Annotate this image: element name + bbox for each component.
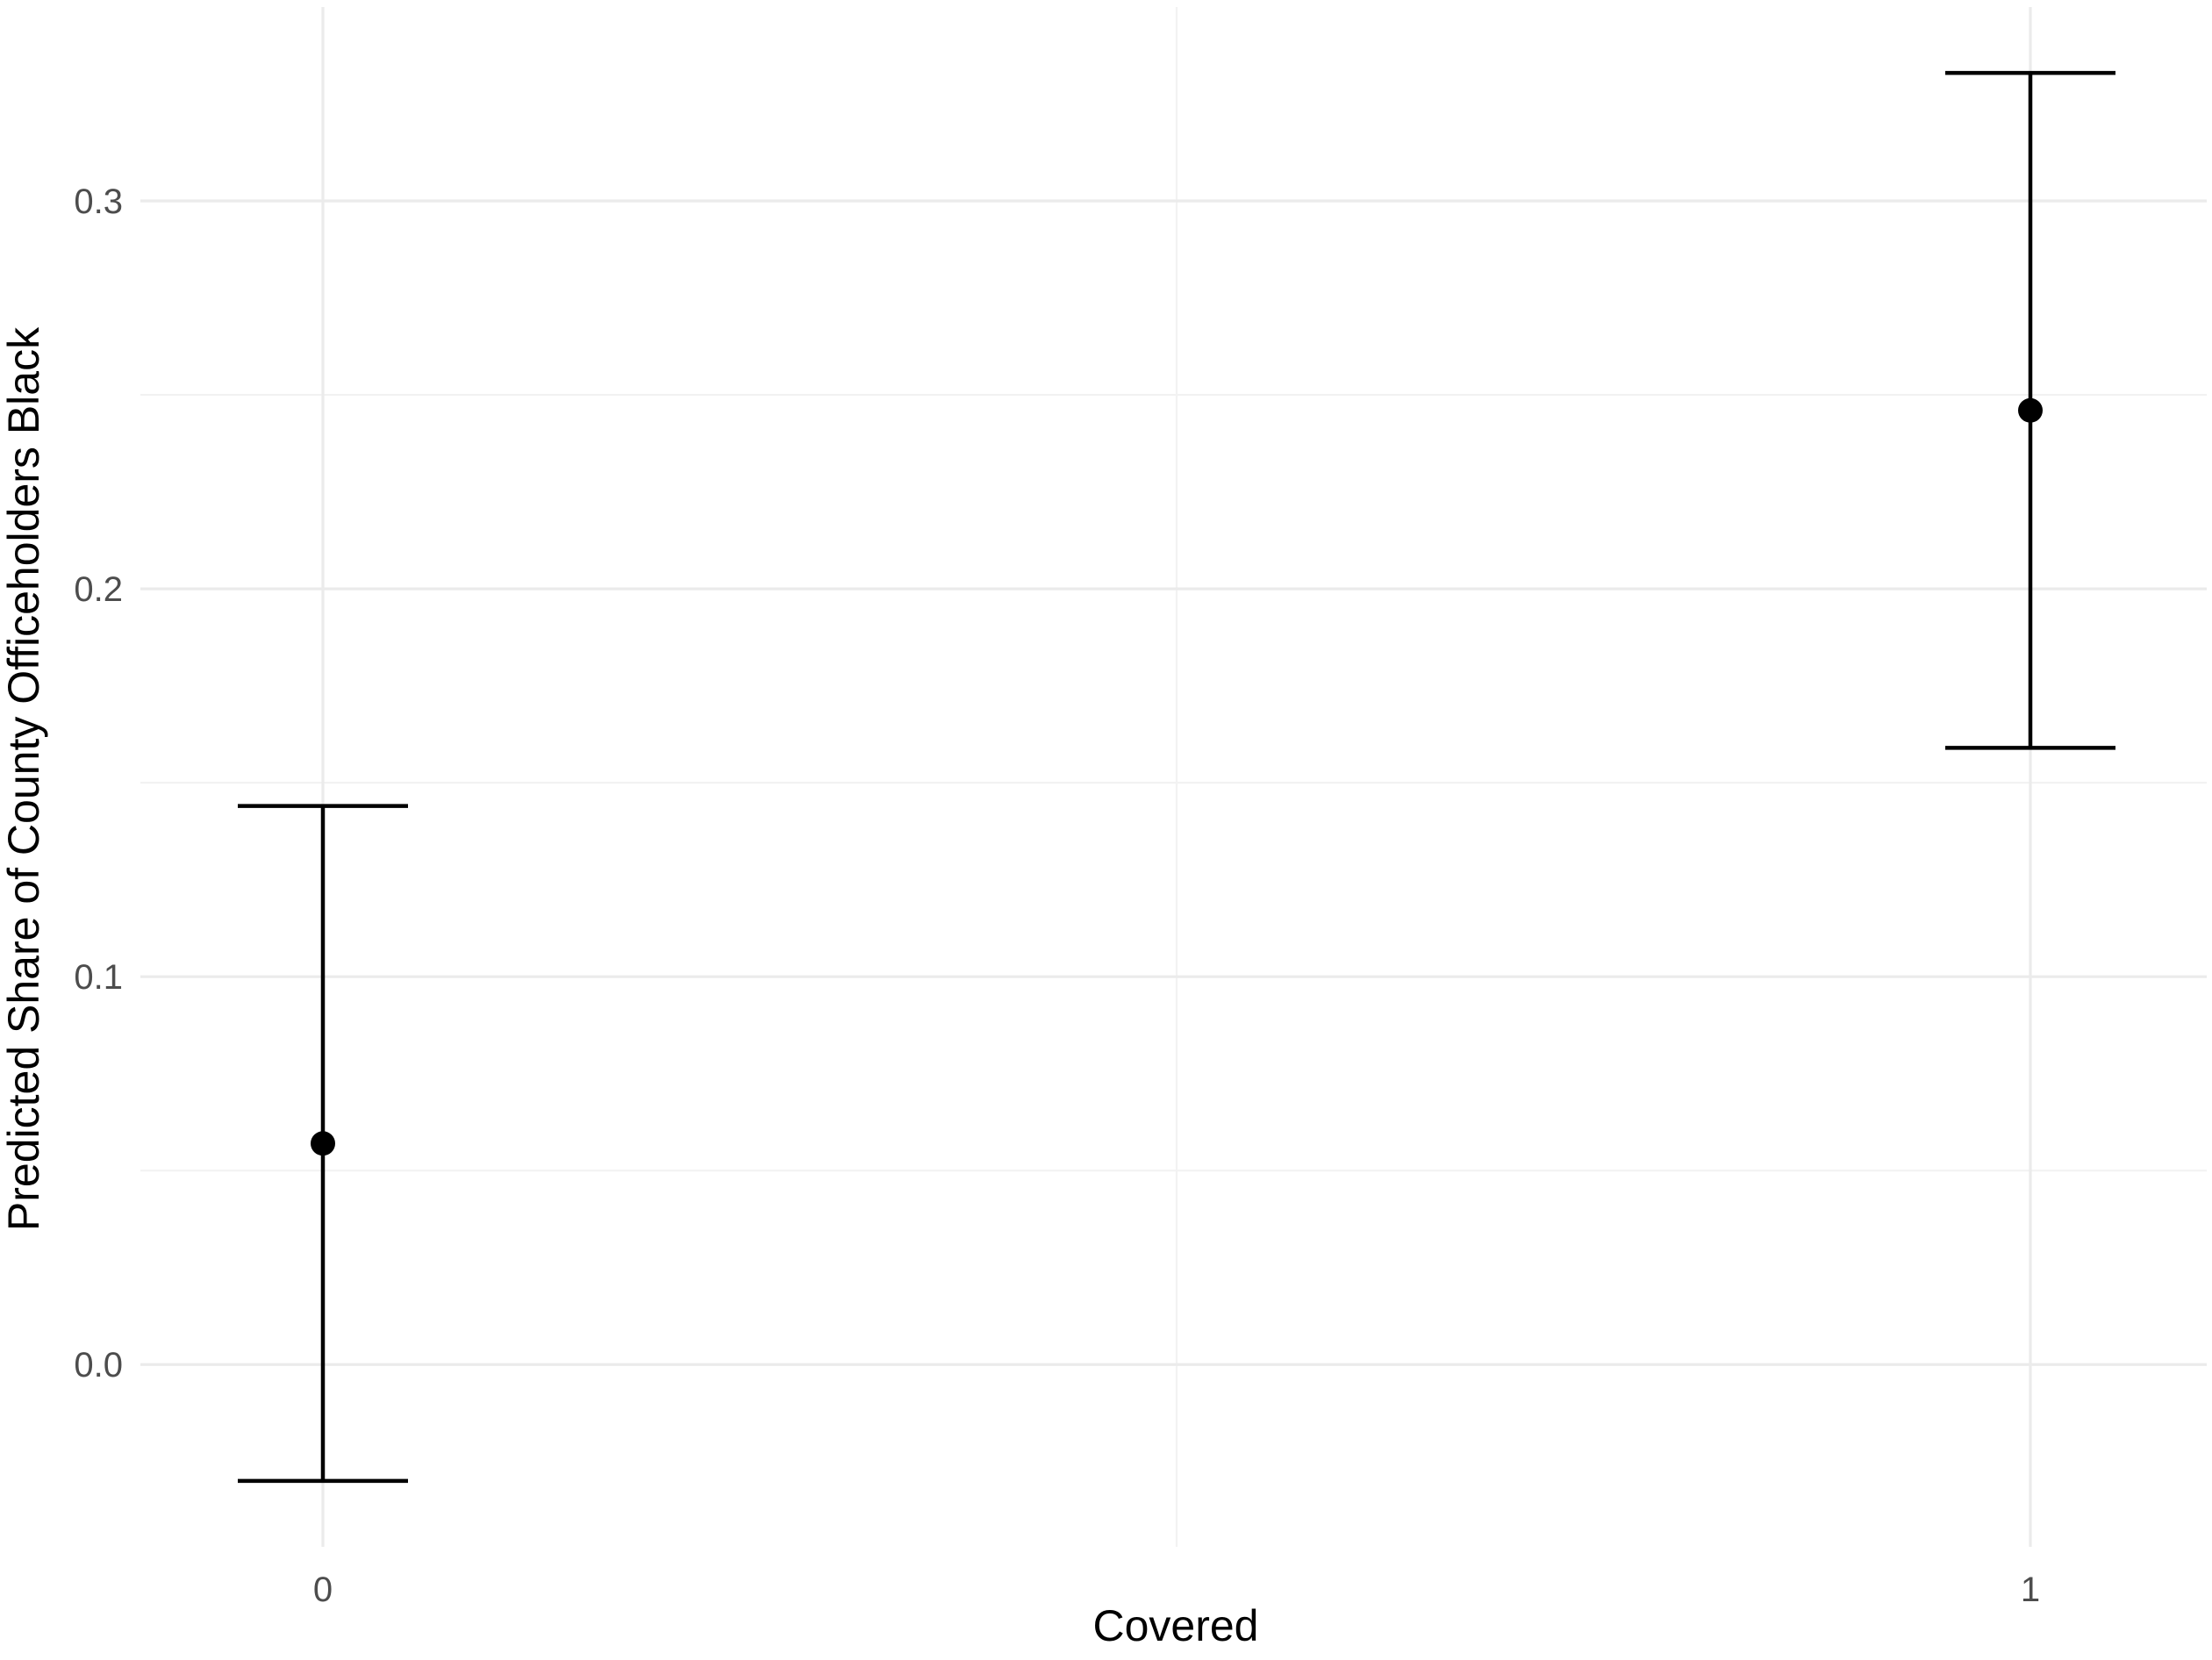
error-bar-group	[1945, 70, 2115, 750]
error-bars	[238, 70, 2115, 1484]
estimate-point	[2018, 397, 2043, 423]
estimate-point	[311, 1131, 335, 1156]
y-tick-label: 0.1	[74, 958, 123, 997]
x-tick-label: 1	[2021, 1571, 2040, 1609]
y-tick-label: 0.3	[74, 182, 123, 221]
x-tick-label: 0	[313, 1571, 333, 1609]
y-tick-label: 0.2	[74, 570, 123, 609]
y-tick-labels: 0.0 0.1 0.2 0.3	[74, 182, 123, 1385]
grid	[140, 7, 2207, 1547]
y-axis-title: Predicted Share of County Officeholders …	[0, 326, 48, 1231]
x-axis-title: Covered	[1093, 1601, 1259, 1650]
y-tick-label: 0.0	[74, 1346, 123, 1385]
error-bar-group	[238, 804, 408, 1484]
